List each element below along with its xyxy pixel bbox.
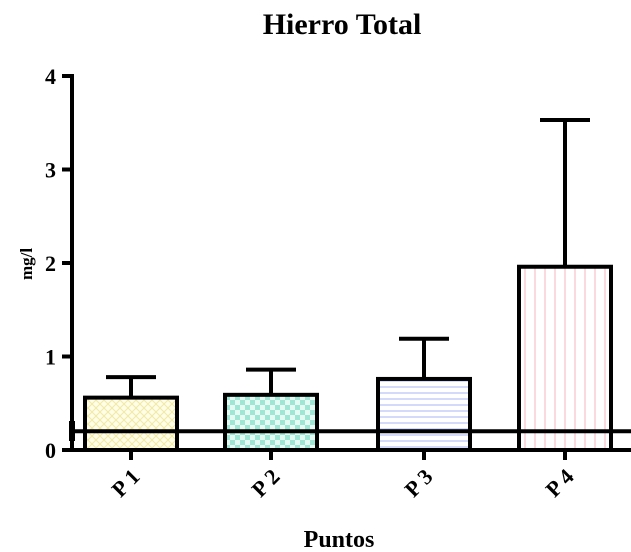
x-axis-ticks: P 1 P 2 P 3 P 4 (107, 450, 579, 502)
y-tick-label: 0 (45, 438, 56, 463)
x-tick-label: P 2 (247, 464, 285, 502)
y-tick-label: 2 (45, 251, 56, 276)
bars-group (83, 117, 613, 453)
x-tick-label: P 1 (107, 464, 145, 502)
bar-p2 (223, 392, 319, 452)
y-axis-break-mark (69, 421, 75, 441)
bar-p4 (517, 264, 613, 452)
x-tick-label: P 4 (541, 464, 579, 502)
y-tick-label: 4 (45, 64, 56, 89)
bar-p3 (376, 376, 472, 452)
bar-p1 (83, 395, 179, 453)
y-tick-label: 3 (45, 158, 56, 183)
x-tick-label: P 3 (400, 464, 438, 502)
y-tick-label: 1 (45, 345, 56, 370)
x-axis-label: Puntos (304, 527, 375, 552)
y-axis-label: mg/l (17, 248, 36, 280)
chart-title: Hierro Total (263, 8, 422, 41)
y-axis-ticks: 0 1 2 3 4 (45, 64, 72, 463)
